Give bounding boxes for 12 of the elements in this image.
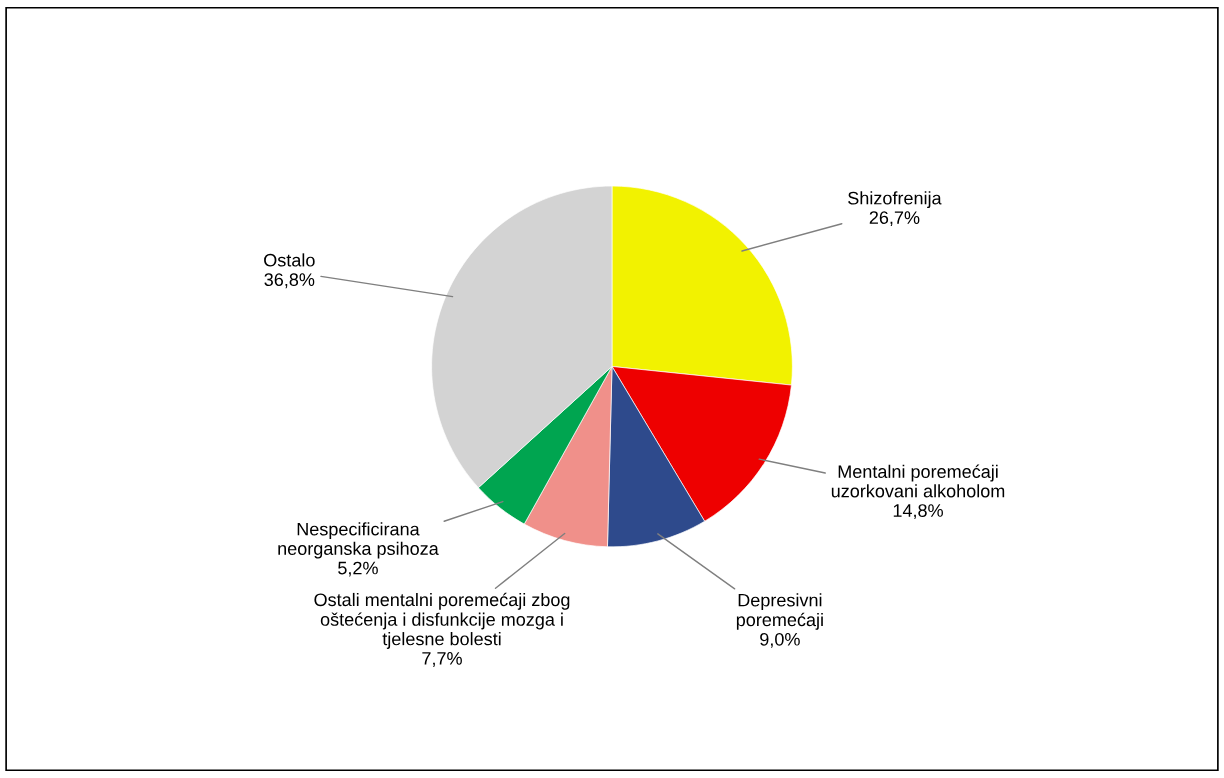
slice-label: Ostali mentalni poremećaji zbog oštećenja i disfunkcije mozga i tjelesne bolesti bbox=[314, 592, 570, 649]
slice-label: Mentalni poremećaji uzorkovani alkoholom bbox=[831, 464, 1005, 498]
data-label: 36,8% bbox=[264, 273, 315, 289]
data-label: 14,8% bbox=[893, 504, 943, 520]
slice-label: Depresivni poremećaji bbox=[736, 593, 823, 630]
data-label: 7,7% bbox=[422, 652, 462, 667]
data-label: 26,7% bbox=[869, 211, 920, 227]
data-label: 5,2% bbox=[338, 561, 378, 577]
slice-label: Ostalo bbox=[264, 253, 315, 267]
slice-label: Shizofrenija bbox=[848, 191, 942, 209]
data-label: 9,0% bbox=[760, 632, 800, 648]
slice-label: Nespecificirana neorganska psihoza bbox=[278, 522, 439, 559]
